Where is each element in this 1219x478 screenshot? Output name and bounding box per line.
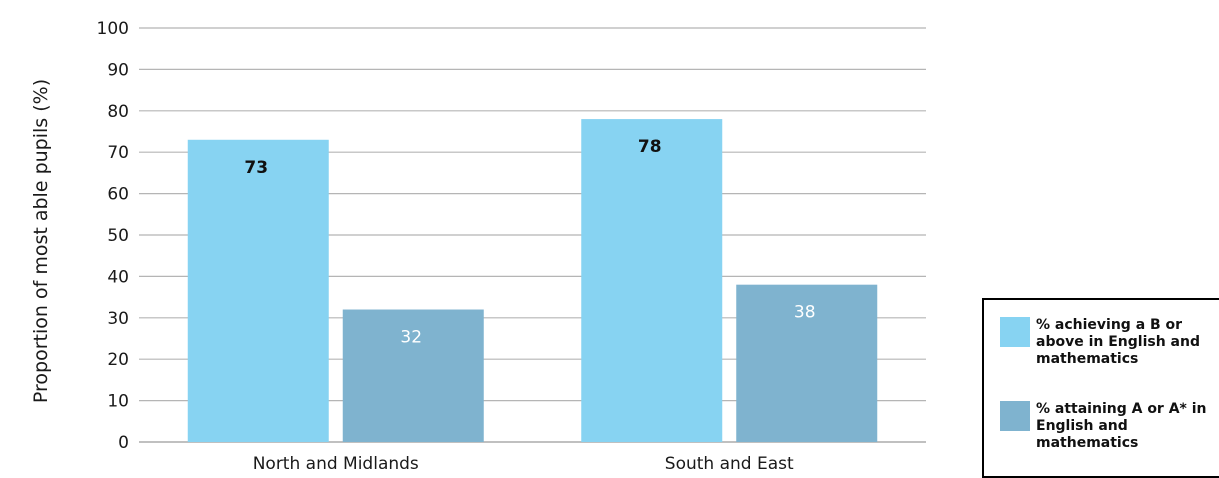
- y-tick-label: 70: [107, 143, 129, 163]
- y-tick-label: 10: [107, 392, 129, 412]
- y-tick-label: 80: [107, 102, 129, 122]
- bar: [187, 139, 329, 442]
- data-label: 38: [794, 303, 816, 323]
- bar: [342, 309, 484, 442]
- x-category-label: South and East: [665, 454, 794, 469]
- x-axis-categories: North and Midlands South and East: [253, 454, 794, 469]
- data-label: 32: [400, 328, 422, 348]
- data-label: 78: [638, 137, 662, 157]
- legend: % achieving a B or above in English and …: [982, 298, 1219, 478]
- legend-swatch: [1000, 401, 1030, 431]
- bar: [581, 119, 723, 442]
- data-labels: 73 32 78 38: [244, 137, 815, 347]
- legend-label: % achieving a B or above in English and …: [1036, 317, 1200, 367]
- y-tick-label: 50: [107, 226, 129, 246]
- x-category-label: North and Midlands: [253, 454, 419, 469]
- bars: [187, 119, 878, 442]
- y-tick-label: 20: [107, 350, 129, 370]
- y-tick-label: 30: [107, 309, 129, 329]
- y-axis-ticks: 0 10 20 30 40 50 60 70 80 90 100: [97, 19, 129, 453]
- legend-label: % attaining A or A* in English and mathe…: [1036, 401, 1207, 451]
- y-tick-label: 0: [118, 433, 129, 453]
- bar: [736, 284, 878, 442]
- legend-swatch: [1000, 317, 1030, 347]
- y-axis-label: Proportion of most able pupils (%): [30, 79, 52, 403]
- y-tick-label: 40: [107, 267, 129, 287]
- y-tick-label: 90: [107, 60, 129, 80]
- data-label: 73: [244, 158, 268, 178]
- y-tick-label: 60: [107, 185, 129, 205]
- y-tick-label: 100: [97, 19, 129, 39]
